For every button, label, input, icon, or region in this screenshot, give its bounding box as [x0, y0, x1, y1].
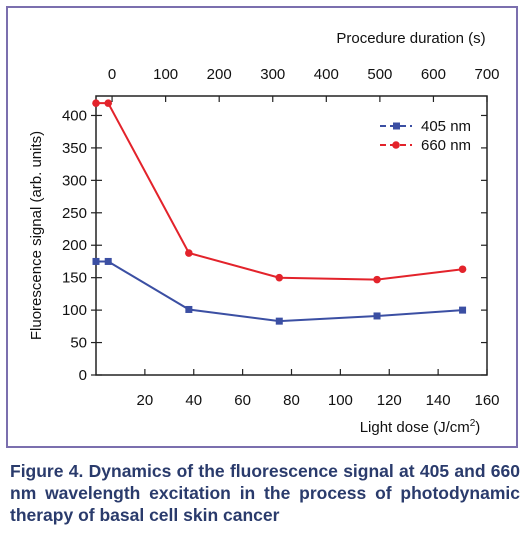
x-tick-label: 140 — [426, 392, 451, 409]
chart-series-layer — [92, 99, 467, 325]
x2-tick-label: 400 — [314, 66, 339, 83]
series-point — [275, 273, 284, 282]
x-tick-label: 40 — [185, 392, 202, 409]
x-tick-label: 80 — [283, 392, 300, 409]
y-tick-label: 200 — [62, 237, 87, 254]
x-tick-label: 20 — [137, 392, 154, 409]
chart-legend: 405 nm 660 nm — [380, 118, 471, 154]
y-tick-label: 250 — [62, 205, 87, 222]
y-tick-label: 0 — [79, 367, 87, 384]
x2-tick-label: 200 — [207, 66, 232, 83]
x2-tick-label: 300 — [260, 66, 285, 83]
y-tick-label: 400 — [62, 107, 87, 124]
y-axis-title: Fluorescence signal (arb. units) — [28, 131, 45, 340]
series-point — [185, 305, 193, 313]
x2-axis-title: Procedure duration (s) — [336, 30, 485, 47]
series-point — [92, 257, 100, 265]
x-tick-label: 60 — [234, 392, 251, 409]
series-point — [185, 249, 193, 257]
x-tick-label: 160 — [474, 392, 499, 409]
y-tick-label: 50 — [70, 335, 87, 352]
x2-tick-label: 500 — [367, 66, 392, 83]
series-point — [104, 257, 112, 265]
x2-tick-label: 0 — [108, 66, 116, 83]
y-tick-label: 100 — [62, 302, 87, 319]
x-tick-label: 120 — [377, 392, 402, 409]
series-point — [373, 275, 381, 284]
legend-label: 405 nm — [421, 118, 471, 135]
y-tick-label: 150 — [62, 270, 87, 287]
legend-label: 660 nm — [421, 137, 471, 154]
series-point — [104, 99, 113, 107]
series-point — [92, 99, 100, 107]
x2-tick-label: 700 — [474, 66, 499, 83]
x2-tick-label: 600 — [421, 66, 446, 83]
series-line — [96, 260, 463, 323]
x2-tick-label: 100 — [153, 66, 178, 83]
x-axis-title: Light dose (J/cm2) — [360, 418, 481, 436]
series-point — [373, 312, 381, 320]
series-point — [458, 265, 467, 274]
figure-caption: Figure 4. Dynamics of the fluorescence s… — [10, 461, 520, 525]
y-tick-label: 300 — [62, 172, 87, 189]
series-point — [275, 317, 283, 325]
series-line — [96, 102, 463, 281]
series-point — [459, 306, 467, 314]
y-tick-label: 350 — [62, 140, 87, 157]
x-tick-label: 100 — [328, 392, 353, 409]
legend-marker — [392, 141, 400, 149]
legend-marker — [393, 122, 400, 130]
